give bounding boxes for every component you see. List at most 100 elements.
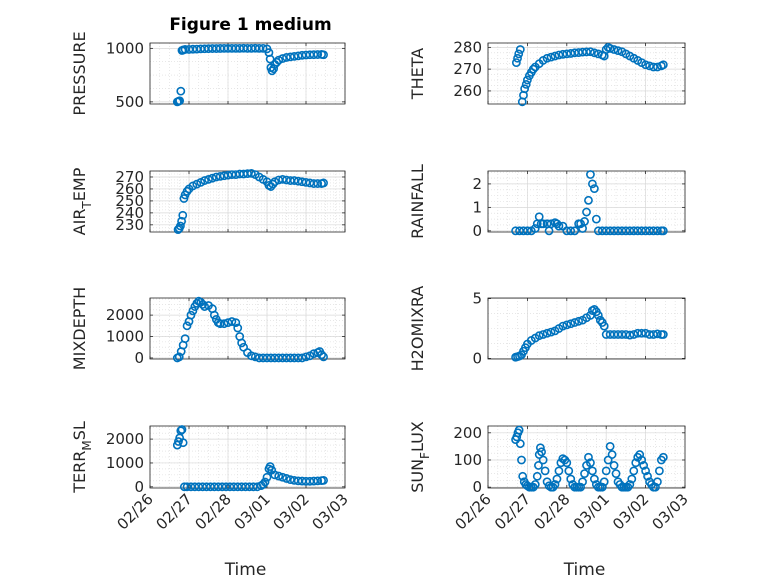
data-point bbox=[278, 54, 287, 63]
data-point bbox=[641, 466, 650, 476]
y-axis-label-subscript: F bbox=[418, 452, 432, 459]
data-point bbox=[558, 321, 568, 331]
data-point bbox=[586, 47, 595, 57]
data-point bbox=[176, 221, 185, 231]
y-tick-label: 0 bbox=[134, 349, 144, 367]
data-point bbox=[538, 455, 548, 465]
axes-box bbox=[487, 297, 686, 360]
y-axis-label-main: PRESSURE bbox=[70, 31, 89, 115]
data-point bbox=[562, 49, 572, 59]
y-tick-label: 2 bbox=[472, 175, 482, 193]
data-point bbox=[262, 472, 272, 482]
data-point bbox=[540, 466, 550, 476]
data-point bbox=[209, 310, 219, 320]
data-point bbox=[589, 474, 599, 484]
data-point bbox=[319, 50, 328, 60]
subplot-pressure: 500 1000 PRESSURE Figure 1 medium bbox=[70, 15, 346, 116]
data-point bbox=[274, 471, 284, 481]
data-point bbox=[176, 86, 186, 96]
data-point bbox=[605, 44, 615, 53]
data-point bbox=[658, 60, 668, 70]
data-point bbox=[317, 350, 326, 360]
x-tick-label: 02/26 bbox=[452, 490, 495, 533]
data-point bbox=[562, 458, 572, 468]
subplot-rainfall: 0 1 2 RAINFALL bbox=[408, 164, 686, 240]
y-tick-label: 280 bbox=[453, 38, 482, 56]
data-point bbox=[593, 310, 603, 320]
axes-box bbox=[487, 425, 686, 489]
data-point bbox=[591, 214, 601, 224]
data-point bbox=[653, 226, 662, 236]
data-point bbox=[629, 466, 639, 476]
data-point bbox=[207, 173, 217, 183]
data-point bbox=[313, 179, 323, 188]
data-point bbox=[588, 466, 597, 476]
y-tick-label: 2000 bbox=[106, 430, 144, 448]
data-point bbox=[297, 353, 307, 363]
data-point bbox=[260, 477, 270, 487]
y-axis-label-main: MIXDEPTH bbox=[70, 287, 89, 370]
data-point bbox=[566, 319, 576, 329]
data-point bbox=[595, 315, 605, 325]
x-tick-label: 03/02 bbox=[609, 490, 652, 533]
data-point bbox=[599, 477, 609, 487]
y-tick-label: 230 bbox=[115, 216, 144, 234]
data-point bbox=[537, 447, 546, 457]
data-point bbox=[319, 352, 328, 362]
data-point bbox=[246, 351, 256, 361]
data-point bbox=[546, 219, 556, 229]
x-tick-label: 02/27 bbox=[491, 490, 534, 533]
data-point bbox=[246, 168, 256, 178]
data-point bbox=[192, 298, 202, 308]
subplot-mixdepth: 0 1000 2000 MIXDEPTH bbox=[70, 287, 346, 370]
data-point bbox=[534, 331, 544, 341]
y-tick-label: 500 bbox=[115, 93, 144, 111]
subplot-h2omixra: 0 5 H2OMIXRA bbox=[408, 286, 686, 371]
data-point bbox=[641, 60, 650, 70]
data-point bbox=[186, 310, 196, 320]
data-point bbox=[586, 170, 595, 179]
y-tick-label: 1000 bbox=[106, 328, 144, 346]
data-point bbox=[574, 316, 584, 326]
data-point bbox=[268, 179, 278, 189]
data-point bbox=[528, 64, 538, 74]
data-point bbox=[518, 471, 528, 481]
y-tick-label: 2000 bbox=[106, 306, 144, 324]
data-point bbox=[520, 84, 530, 94]
data-point bbox=[554, 50, 564, 60]
data-point bbox=[301, 352, 311, 362]
data-point bbox=[198, 300, 208, 309]
data-point bbox=[517, 455, 526, 465]
y-tick-label: 1000 bbox=[106, 454, 144, 472]
data-point bbox=[639, 461, 649, 470]
y-tick-label: 100 bbox=[453, 451, 482, 469]
data-point bbox=[538, 330, 548, 339]
data-point bbox=[578, 477, 587, 487]
data-point bbox=[177, 216, 186, 226]
y-tick-label: 260 bbox=[453, 82, 482, 100]
data-point bbox=[550, 480, 560, 489]
data-point bbox=[178, 438, 188, 448]
x-tick-label: 03/02 bbox=[270, 490, 313, 533]
y-tick-label: 270 bbox=[453, 60, 482, 78]
y-tick-label: 0 bbox=[472, 349, 482, 367]
y-tick-label: 260 bbox=[115, 180, 144, 198]
data-point bbox=[174, 352, 184, 362]
x-axis-label: Time bbox=[224, 560, 267, 580]
data-point bbox=[586, 458, 595, 468]
data-point bbox=[188, 306, 198, 316]
data-point bbox=[658, 452, 668, 462]
y-axis-label-main: RAINFALL bbox=[408, 164, 427, 239]
data-point bbox=[180, 334, 190, 344]
y-tick-label: 1 bbox=[472, 198, 482, 216]
data-point bbox=[643, 471, 652, 481]
y-tick-label: 200 bbox=[453, 424, 482, 442]
data-point bbox=[515, 45, 525, 54]
data-point bbox=[182, 186, 192, 196]
data-point bbox=[580, 469, 589, 478]
data-point bbox=[629, 330, 639, 339]
y-axis-label: THETA bbox=[408, 48, 427, 100]
data-point bbox=[605, 441, 615, 451]
